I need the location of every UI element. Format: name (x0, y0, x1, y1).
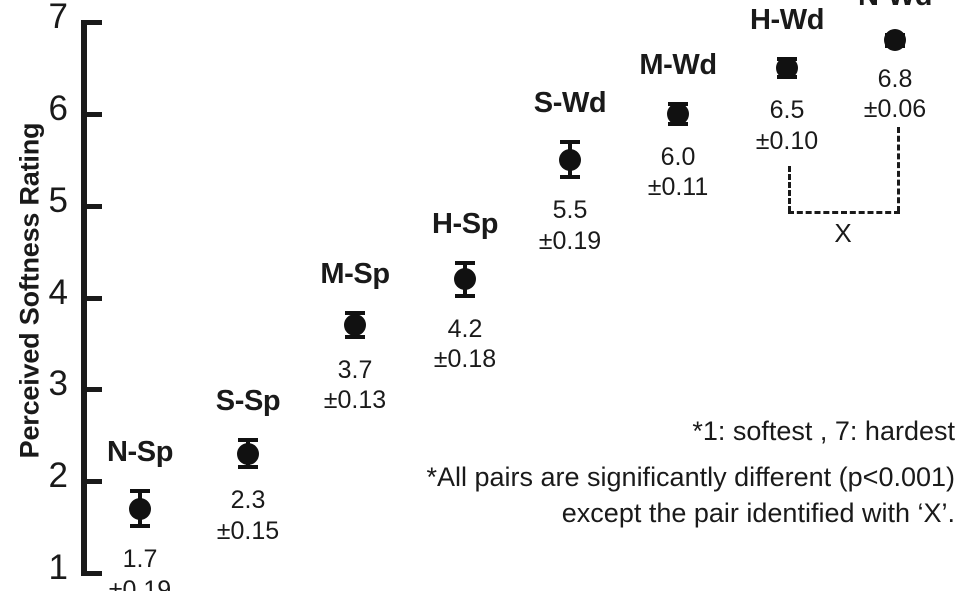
bracket-label-x: X (834, 218, 852, 248)
note-significance-line2: except the pair identified with ‘X’. (561, 498, 955, 528)
error-cap-bottom (455, 293, 475, 298)
value-block-m-wd: 6.0 ±0.11 (648, 142, 709, 203)
series-label-s-wd: S-Wd (533, 87, 607, 120)
series-label-s-sp: S-Sp (215, 384, 281, 417)
y-tick-label-4: 4 (48, 272, 68, 312)
series-label-m-wd: M-Wd (639, 48, 717, 81)
value-block-s-wd: 5.5 ±0.19 (539, 195, 601, 256)
sd-value: ±0.11 (647, 173, 709, 202)
value-block-s-sp: 2.3 ±0.15 (217, 485, 279, 546)
mean-value: 1.7 (122, 545, 158, 574)
y-tick-3 (81, 387, 102, 393)
sd-value: ±0.10 (755, 126, 819, 155)
mean-value: 5.5 (552, 196, 588, 225)
mean-value: 6.8 (877, 64, 913, 93)
marker-dot (344, 314, 366, 337)
error-cap-top (345, 311, 365, 316)
note-scale-legend: *1: softest , 7: hardest (692, 416, 955, 446)
value-block-n-wd: 6.8 ±0.06 (864, 64, 926, 125)
y-tick-5 (81, 203, 102, 209)
y-tick-label-5: 5 (48, 180, 68, 220)
error-cap-bottom (238, 465, 258, 470)
mean-value: 6.0 (660, 142, 696, 171)
series-label-h-wd: H-Wd (749, 3, 825, 36)
marker-dot (559, 148, 581, 171)
error-cap-top (560, 140, 580, 145)
series-label-n-sp: N-Sp (106, 436, 174, 469)
series-label-m-sp: M-Sp (320, 258, 390, 291)
sd-value: ±0.18 (433, 345, 497, 374)
y-tick-6 (81, 111, 102, 117)
error-cap-top (455, 260, 475, 265)
y-tick-label-7: 7 (48, 0, 68, 36)
y-tick-4 (81, 295, 102, 301)
y-tick-1 (81, 571, 102, 576)
marker-dot (667, 102, 689, 125)
mean-value: 4.2 (447, 314, 483, 343)
y-tick-label-3: 3 (48, 364, 68, 404)
value-block-h-sp: 4.2 ±0.18 (434, 314, 496, 375)
error-cap-top (130, 489, 150, 494)
marker-dot (884, 29, 906, 52)
mean-value: 3.7 (337, 355, 373, 384)
value-block-h-wd: 6.5 ±0.10 (756, 95, 818, 156)
y-tick-2 (81, 479, 102, 485)
sd-value: ±0.19 (108, 575, 172, 591)
marker-dot (129, 497, 151, 520)
note-significance-line1: *All pairs are significantly different (… (426, 462, 955, 492)
y-tick-label-6: 6 (48, 88, 68, 128)
sd-value: ±0.19 (538, 226, 602, 255)
sd-value: ±0.06 (863, 95, 927, 124)
marker-dot (237, 442, 259, 465)
marker-dot (776, 56, 798, 79)
marker-dot (454, 268, 476, 291)
series-label-n-wd: N-Wd (858, 0, 932, 13)
y-tick-label-2: 2 (48, 456, 68, 496)
bracket-right-stem (897, 127, 900, 212)
bracket-crossbar (788, 211, 900, 214)
y-tick-7 (81, 20, 102, 25)
error-cap-bottom (130, 524, 150, 529)
error-cap-bottom (345, 334, 365, 339)
y-tick-label-1: 1 (48, 548, 68, 587)
mean-value: 2.3 (230, 486, 266, 515)
bracket-left-stem (788, 166, 791, 212)
sd-value: ±0.15 (216, 516, 280, 545)
error-cap-top (238, 437, 258, 442)
value-block-m-sp: 3.7 ±0.13 (324, 355, 386, 416)
mean-value: 6.5 (769, 96, 805, 125)
series-label-h-sp: H-Sp (431, 207, 499, 240)
sd-value: ±0.13 (323, 386, 387, 415)
value-block-n-sp: 1.7 ±0.19 (109, 544, 171, 591)
error-cap-bottom (560, 175, 580, 180)
